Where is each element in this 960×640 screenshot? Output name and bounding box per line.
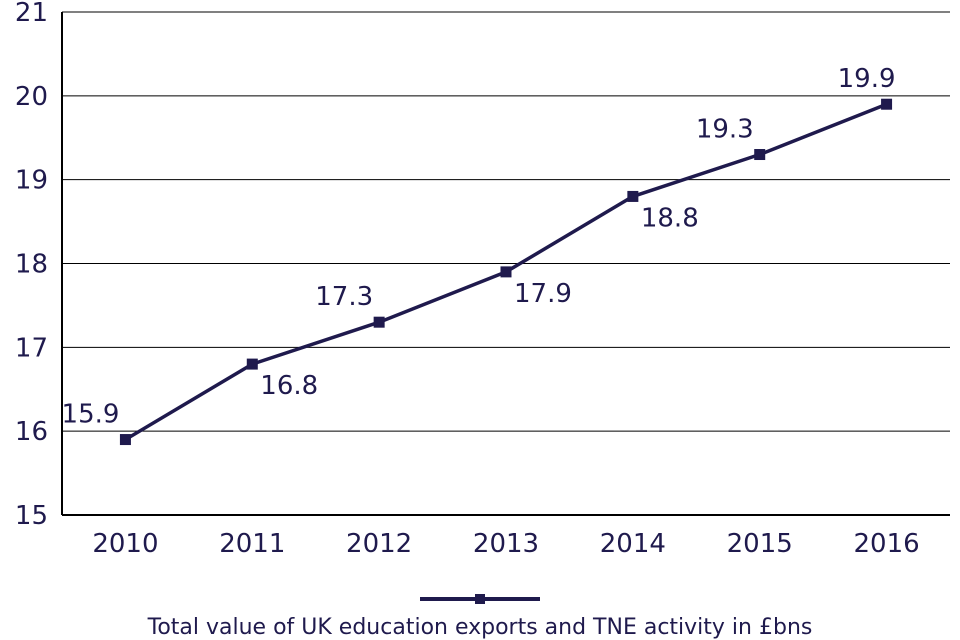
x-tick-label: 2012 [346, 529, 412, 559]
x-tick-label: 2014 [600, 529, 666, 559]
legend-marker-swatch [475, 594, 485, 604]
x-tick-label: 2011 [219, 529, 285, 559]
data-point-marker [881, 98, 893, 110]
legend-label: Total value of UK education exports and … [147, 615, 813, 640]
x-tick-label: 2013 [473, 529, 539, 559]
data-label: 18.8 [641, 203, 699, 233]
x-tick-label: 2010 [92, 529, 158, 559]
data-label: 19.9 [838, 64, 896, 94]
data-label: 15.9 [62, 400, 120, 430]
data-point-marker [500, 266, 512, 278]
x-axis-ticks: 2010 2011 2012 2013 2014 2015 2016 [92, 529, 919, 559]
data-point-marker [246, 358, 258, 370]
legend: Total value of UK education exports and … [147, 594, 813, 640]
gridlines [61, 11, 950, 516]
x-tick-label: 2016 [853, 529, 919, 559]
data-label: 19.3 [696, 115, 754, 145]
data-point-marker [119, 434, 131, 446]
data-label: 17.9 [514, 279, 572, 309]
y-tick-label: 15 [15, 501, 48, 531]
series-total-value: 15.9 16.8 17.3 17.9 18.8 19.3 19.9 [62, 64, 896, 446]
y-axis-ticks: 15 16 17 18 19 20 21 [15, 0, 48, 531]
data-label: 16.8 [260, 371, 318, 401]
y-tick-label: 21 [15, 0, 48, 28]
y-tick-label: 16 [15, 417, 48, 447]
y-tick-label: 17 [15, 333, 48, 363]
x-tick-label: 2015 [727, 529, 793, 559]
y-tick-label: 20 [15, 82, 48, 112]
y-tick-label: 18 [15, 250, 48, 280]
data-point-marker [627, 190, 639, 202]
y-tick-label: 19 [15, 166, 48, 196]
data-point-marker [373, 316, 385, 328]
data-label: 17.3 [315, 282, 373, 312]
data-point-marker [754, 149, 766, 161]
